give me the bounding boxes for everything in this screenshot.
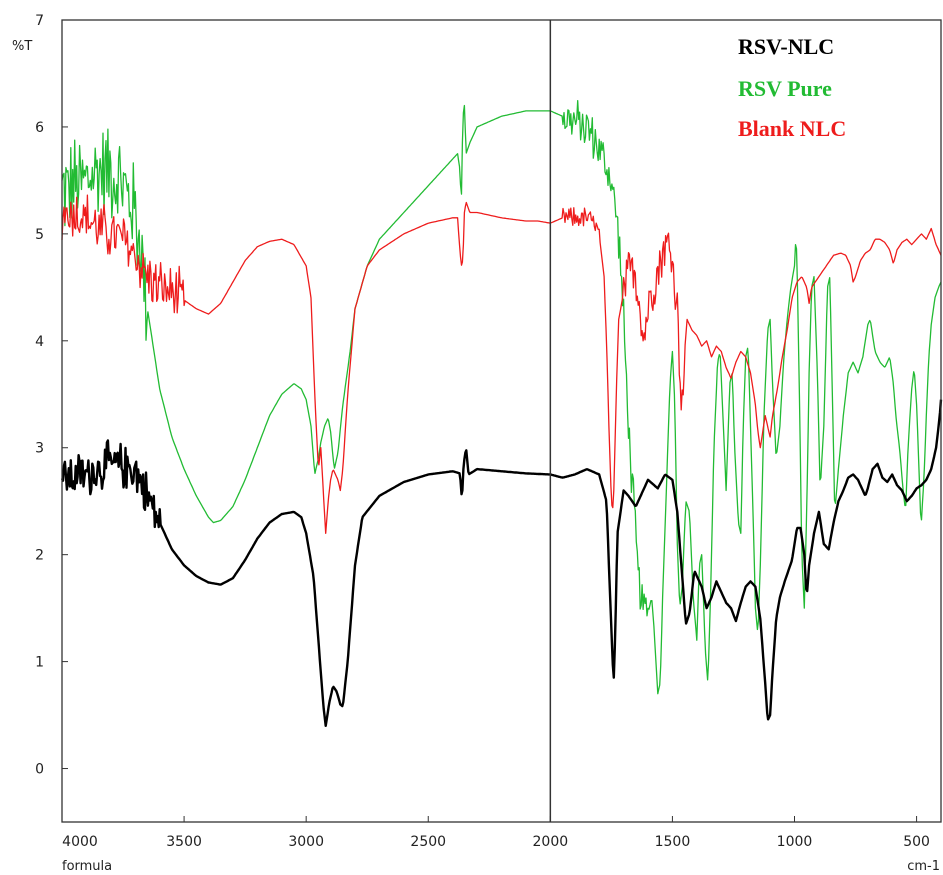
legend-entry-blank-nlc: Blank NLC	[738, 116, 846, 141]
x-tick-label: 3000	[288, 834, 324, 850]
x-tick-label: 2000	[533, 834, 569, 850]
spectrum-traces	[60, 100, 943, 727]
x-tick-label: 3500	[166, 834, 202, 850]
plot-frame	[61, 19, 942, 823]
legend-entry-rsv-nlc: RSV-NLC	[738, 34, 834, 59]
legend: RSV-NLC RSV Pure Blank NLC	[738, 34, 846, 141]
y-axis-label: %T	[12, 39, 32, 54]
x-axis-right-label: cm-1	[907, 859, 940, 874]
x-tick-label: 2500	[410, 834, 446, 850]
x-axis-ticks: 4000 3500 3000 2500 2000 1500 1000 500	[61, 816, 930, 850]
y-axis-ticks: 0 1 2 3 4 5 6 7	[35, 13, 68, 778]
legend-entry-rsv-pure: RSV Pure	[738, 76, 832, 101]
y-tick-label: 3	[35, 441, 44, 457]
y-tick-label: 1	[35, 655, 44, 671]
x-tick-label: 1500	[655, 834, 691, 850]
x-axis-left-label: formula	[62, 859, 112, 874]
y-tick-label: 6	[35, 120, 44, 136]
x-tick-label: 500	[903, 834, 930, 850]
series-line-blank-nlc	[61, 194, 942, 534]
series-line-rsv-pure	[61, 100, 942, 695]
y-tick-label: 0	[35, 762, 44, 778]
y-tick-label: 2	[35, 548, 44, 564]
y-tick-label: 7	[35, 13, 44, 29]
y-tick-label: 5	[35, 227, 44, 243]
x-tick-label: 4000	[62, 834, 98, 850]
x-tick-label: 1000	[777, 834, 813, 850]
series-line-rsv-nlc	[60, 399, 943, 727]
y-tick-label: 4	[35, 334, 44, 350]
